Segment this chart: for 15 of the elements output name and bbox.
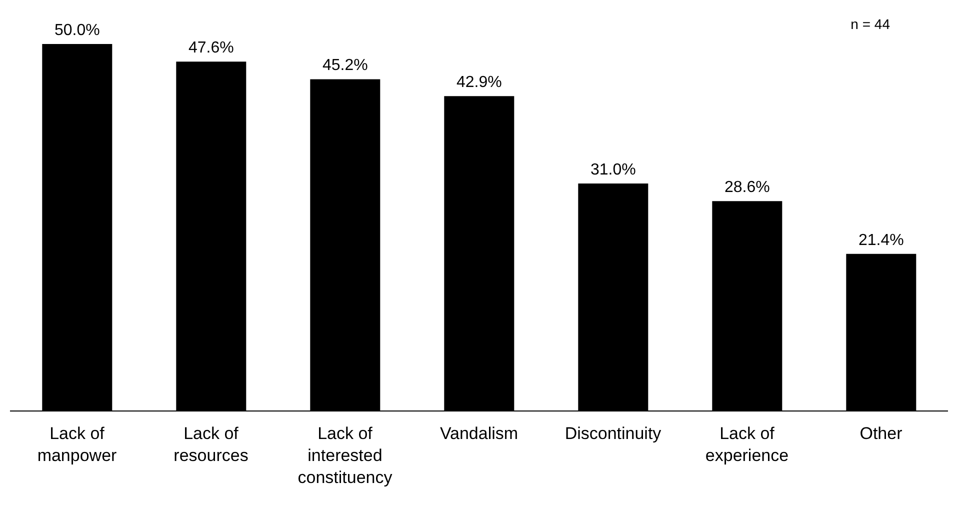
x-tick-label: Lack of manpower: [37, 424, 118, 465]
data-label: 42.9%: [456, 74, 502, 92]
data-label: 21.4%: [858, 232, 904, 249]
x-tick-label: Vandalism: [440, 424, 518, 443]
x-tick-label: Discontinuity: [564, 424, 662, 443]
data-label: 50.0%: [54, 22, 100, 39]
data-label: 31.0%: [590, 161, 636, 178]
data-label: 45.2%: [322, 57, 368, 74]
x-tick-label: Lack of interested constituency: [298, 424, 393, 487]
x-tick-label: Lack of experience: [705, 424, 789, 465]
data-label: 47.6%: [188, 40, 234, 57]
x-tick-label: Lack of resources: [174, 424, 248, 465]
data-label: 28.6%: [724, 179, 770, 196]
x-tick-label: Other: [860, 424, 903, 443]
text: n = 44: [850, 16, 890, 32]
